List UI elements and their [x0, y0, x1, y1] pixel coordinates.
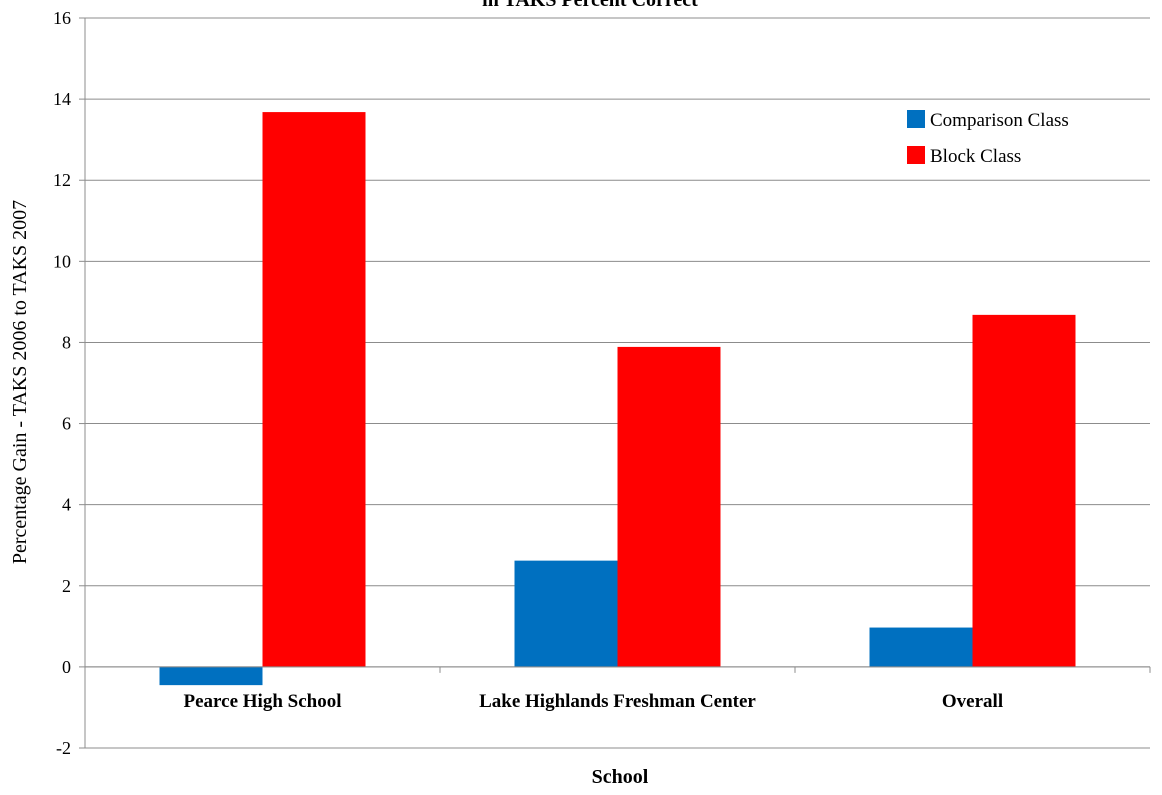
y-tick-label: 2: [62, 576, 71, 596]
legend-swatch: [907, 146, 925, 164]
y-tick-label: 8: [62, 332, 71, 352]
legend-label: Comparison Class: [930, 110, 1069, 131]
legend-swatch: [907, 110, 925, 128]
y-tick-label: 16: [53, 8, 71, 28]
legend: Comparison Class Block Class: [907, 110, 1069, 167]
bars: [159, 112, 1076, 686]
axis-labels: -2 0 2 4 6 8 10 12 14 16 Pearce High School Lake Hi…: [53, 8, 1003, 758]
axes: [79, 17, 1151, 749]
bar-block-0: [262, 112, 366, 667]
x-category-label: Lake Highlands Freshman Center: [479, 691, 756, 712]
y-axis-title: Percentage Gain - TAKS 2006 to TAKS 2007: [9, 200, 31, 564]
y-tick-label: 6: [62, 414, 71, 434]
legend-label: Block Class: [930, 146, 1021, 167]
bar-comparison-0: [159, 666, 263, 686]
bar-block-2: [972, 314, 1076, 667]
y-tick-label: 12: [53, 170, 71, 190]
y-tick-label: 14: [53, 89, 71, 109]
chart-title: in TAKS Percent Correct: [482, 0, 698, 11]
x-category-label: Overall: [942, 691, 1003, 712]
x-category-label: Pearce High School: [184, 691, 342, 712]
y-tick-label: -2: [56, 738, 71, 758]
x-axis-title: School: [592, 766, 649, 788]
bar-comparison-1: [514, 560, 618, 667]
y-tick-label: 0: [62, 657, 71, 677]
y-tick-label: 10: [53, 251, 71, 271]
bar-comparison-2: [869, 627, 973, 667]
y-tick-label: 4: [62, 495, 71, 515]
bar-block-1: [617, 346, 721, 667]
